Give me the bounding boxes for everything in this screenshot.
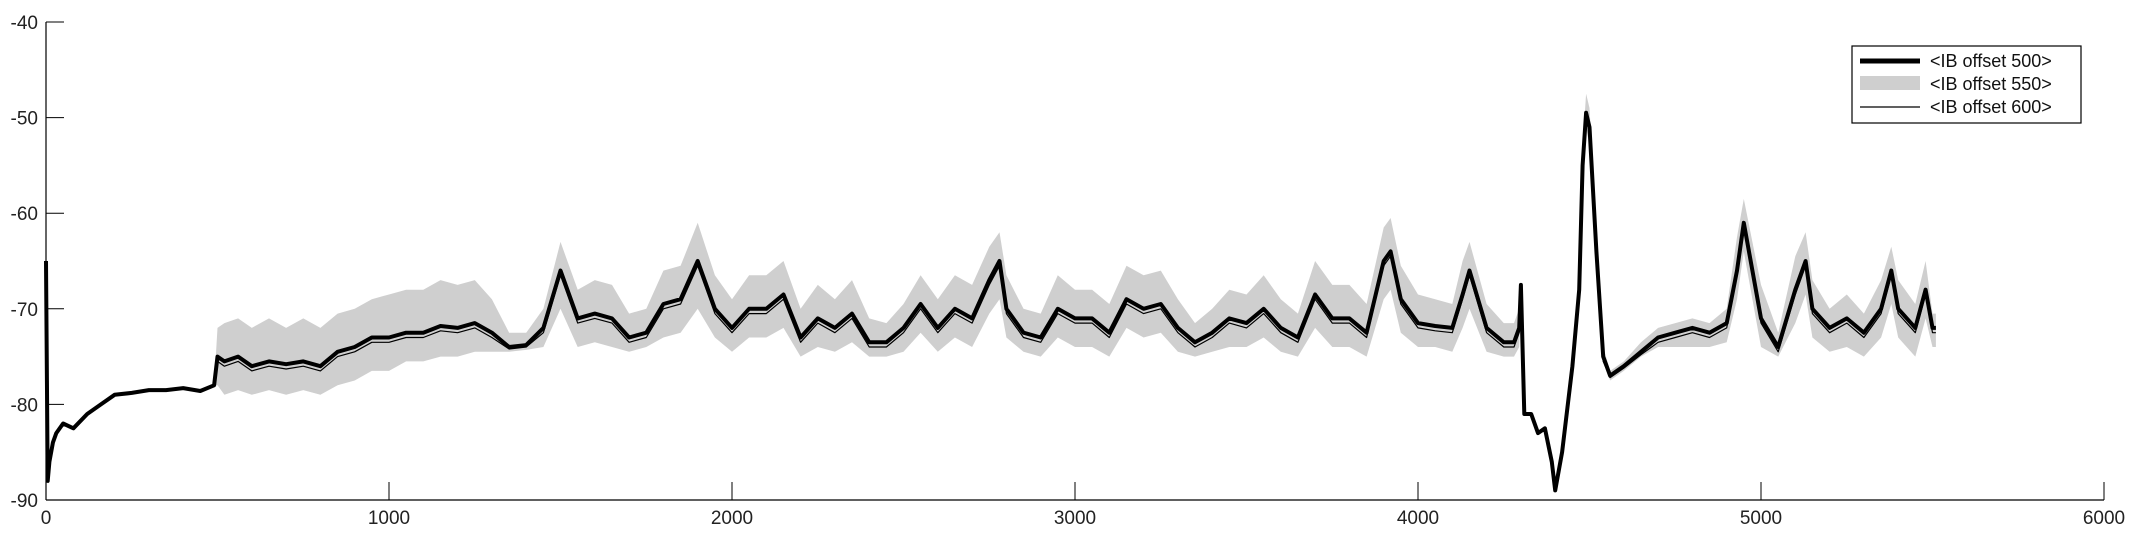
legend: <IB offset 500> <IB offset 550> <IB offs…	[1851, 45, 2082, 124]
series-band-ib-offset-550	[46, 93, 1936, 491]
y-tick-label: -70	[11, 300, 38, 321]
legend-label-ib-offset-600: <IB offset 600>	[1930, 97, 2052, 117]
legend-item-ib-offset-550: <IB offset 550>	[1860, 74, 2052, 94]
x-tick-label: 1000	[368, 508, 410, 529]
y-tick-label: -60	[11, 204, 38, 225]
ticks: 0 1000 2000 3000 4000 5000 6000 -40 -50 -60 -70 -80…	[11, 13, 2126, 529]
legend-swatch-ib-offset-550	[1860, 76, 1920, 90]
legend-item-ib-offset-600: <IB offset 600>	[1860, 97, 2052, 117]
series-line-layer	[44, 110, 1936, 493]
legend-item-ib-offset-500: <IB offset 500>	[1860, 51, 2052, 71]
y-tick-label: -80	[11, 395, 38, 416]
x-tick-label: 3000	[1054, 508, 1096, 529]
x-tick-label: 6000	[2083, 508, 2125, 529]
x-tick-label: 0	[41, 508, 52, 529]
x-tick-label: 4000	[1397, 508, 1439, 529]
y-tick-label: -50	[11, 109, 38, 130]
x-tick-label: 2000	[711, 508, 753, 529]
y-tick-label: -90	[11, 491, 38, 512]
legend-label-ib-offset-550: <IB offset 550>	[1930, 74, 2052, 94]
y-tick-label: -40	[11, 13, 38, 34]
series-line-ib-offset-500	[44, 110, 1936, 493]
x-tick-label: 5000	[1740, 508, 1782, 529]
legend-label-ib-offset-500: <IB offset 500>	[1930, 51, 2052, 71]
series-band-layer	[46, 93, 1936, 491]
